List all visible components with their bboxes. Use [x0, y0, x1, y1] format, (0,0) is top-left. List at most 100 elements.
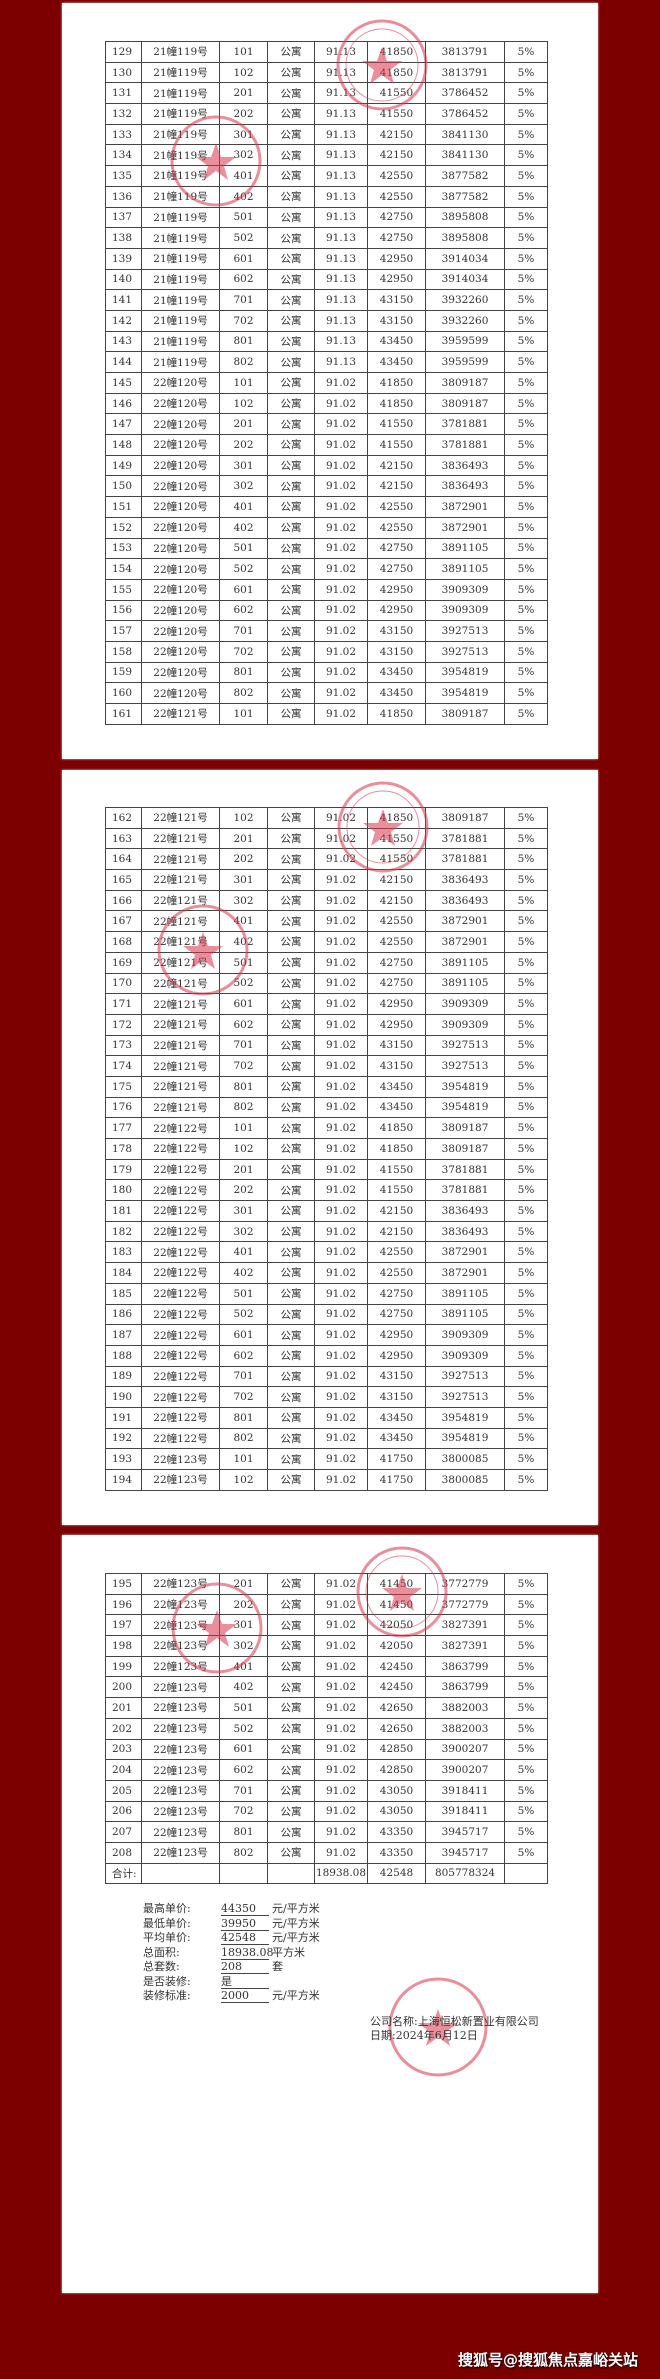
unit: 元/平方米: [272, 1989, 320, 2002]
table-row: 187 22幢122号 601 公寓 91.02 42950 3909309 5%: [105, 1324, 548, 1346]
cell-total-price: 3909309: [425, 993, 505, 1015]
cell-area: 91.13: [314, 227, 368, 249]
cell-area: 91.02: [314, 392, 368, 415]
cell-total-price: 3914034: [425, 247, 505, 270]
cell-down-payment: 5%: [504, 1635, 548, 1657]
cell-building: 22幢122号: [141, 1241, 220, 1264]
label: 是否装修:: [143, 1974, 191, 1988]
cell-row-number: 147: [105, 413, 142, 436]
cell-building: 21幢119号: [141, 103, 220, 125]
cell-room: 702: [219, 1055, 268, 1077]
cell-building: 22幢120号: [141, 661, 220, 684]
cell-total-price: 3836493: [425, 889, 505, 912]
cell-row-number: 154: [105, 558, 142, 580]
cell-down-payment: 5%: [504, 289, 548, 311]
cell-total-price: 3882003: [425, 1717, 505, 1740]
cell-row-number: 202: [105, 1717, 142, 1740]
cell-room: 401: [219, 1655, 268, 1678]
cell-room: 501: [219, 1282, 268, 1305]
cell-room: 802: [219, 1096, 268, 1119]
cell-down-payment: 5%: [504, 1759, 548, 1781]
table-row: 131 21幢119号 201 公寓 91.13 41550 3786452 5%: [105, 82, 548, 105]
cell-unit-price: 41450: [367, 1573, 426, 1595]
cell-usage: 公寓: [267, 1344, 315, 1367]
cell-room: 202: [219, 848, 268, 871]
cell-building: 22幢123号: [141, 1676, 220, 1699]
cell-room: 702: [219, 1800, 268, 1823]
cell-down-payment: 5%: [504, 1821, 548, 1843]
table-row: 154 22幢120号 502 公寓 91.02 42750 3891105 5%: [105, 558, 548, 580]
cell-area: 91.02: [314, 1779, 368, 1802]
cell-row-number: 197: [105, 1614, 142, 1637]
cell-total-price: 805778324: [425, 1862, 505, 1885]
cell-row-number: 196: [105, 1593, 142, 1616]
cell-building: 22幢123号: [141, 1448, 220, 1470]
table-row: 139 21幢119号 601 公寓 91.13 42950 3914034 5%: [105, 247, 548, 270]
cell-room: 201: [219, 1158, 268, 1181]
cell-area: 91.02: [314, 1344, 368, 1367]
cell-unit-price: 42850: [367, 1738, 426, 1761]
cell-row-number: 198: [105, 1635, 142, 1657]
cell-building: 22幢120号: [141, 454, 220, 477]
cell-down-payment: 5%: [504, 1034, 548, 1057]
cell-row-number: 174: [105, 1055, 142, 1077]
cell-area: 91.02: [314, 372, 368, 394]
cell-row-number: 168: [105, 931, 142, 953]
cell-row-number: 208: [105, 1841, 142, 1864]
cell-usage: 公寓: [267, 1179, 315, 1202]
table-row: 143 21幢119号 801 公寓 91.13 43450 3959599 5%: [105, 330, 548, 353]
cell-room: 301: [219, 1200, 268, 1222]
cell-row-number: 137: [105, 206, 142, 229]
cell-building: 22幢120号: [141, 392, 220, 415]
cell-usage: 公寓: [267, 330, 315, 353]
cell-row-number: 158: [105, 640, 142, 663]
cell-down-payment: 5%: [504, 558, 548, 580]
table-row: 173 22幢121号 701 公寓 91.02 43150 3927513 5%: [105, 1034, 548, 1057]
cell-room: 401: [219, 910, 268, 933]
cell-unit-price: 41550: [367, 1179, 426, 1202]
table-row: 169 22幢121号 501 公寓 91.02 42750 3891105 5%: [105, 951, 548, 974]
cell-building: 22幢122号: [141, 1365, 220, 1388]
cell-usage: 公寓: [267, 1055, 315, 1077]
cell-down-payment: 5%: [504, 413, 548, 436]
cell-row-number: 155: [105, 578, 142, 601]
cell-usage: 公寓: [267, 1738, 315, 1761]
cell-area: 91.02: [314, 1241, 368, 1264]
cell-area: 91.13: [314, 165, 368, 187]
cell-unit-price: 42950: [367, 268, 426, 291]
cell-usage: 公寓: [267, 620, 315, 642]
cell-usage: 公寓: [267, 1262, 315, 1284]
cell-down-payment: 5%: [504, 61, 548, 84]
cell-down-payment: 5%: [504, 1262, 548, 1284]
cell-down-payment: 5%: [504, 1324, 548, 1346]
cell-down-payment: 5%: [504, 351, 548, 373]
cell-down-payment: 5%: [504, 103, 548, 125]
cell-unit-price: 41550: [367, 827, 426, 850]
cell-row-number: 187: [105, 1324, 142, 1346]
cell-building: 22幢123号: [141, 1614, 220, 1637]
cell-unit-price: 42950: [367, 1324, 426, 1346]
cell-room: 701: [219, 620, 268, 642]
summary-decoration-standard: 装修标准: 2000 元/平方米: [143, 1989, 320, 2004]
cell-row-number: 167: [105, 910, 142, 933]
cell-total-price: 3809187: [425, 1138, 505, 1160]
cell-room: 402: [219, 185, 268, 208]
cell-room: 801: [219, 1075, 268, 1098]
cell-row-number: 140: [105, 268, 142, 291]
table-row: 133 21幢119号 301 公寓 91.13 42150 3841130 5%: [105, 123, 548, 146]
cell-room: 202: [219, 1179, 268, 1202]
cell-total-price: 3909309: [425, 599, 505, 622]
cell-room: 701: [219, 289, 268, 311]
cell-building: 21幢119号: [141, 289, 220, 311]
cell-row-number: 201: [105, 1697, 142, 1719]
cell-down-payment: 5%: [504, 516, 548, 539]
cell-unit-price: 42550: [367, 496, 426, 518]
cell-building: 22幢122号: [141, 1324, 220, 1346]
cell-unit-price: 41550: [367, 82, 426, 105]
cell-total-price: 3900207: [425, 1759, 505, 1781]
cell-area: 91.02: [314, 1055, 368, 1077]
cell-area: 91.02: [314, 516, 368, 539]
cell-row-number: 153: [105, 537, 142, 560]
table-row: 146 22幢120号 102 公寓 91.02 41850 3809187 5%: [105, 392, 548, 415]
cell-down-payment: 5%: [504, 910, 548, 933]
